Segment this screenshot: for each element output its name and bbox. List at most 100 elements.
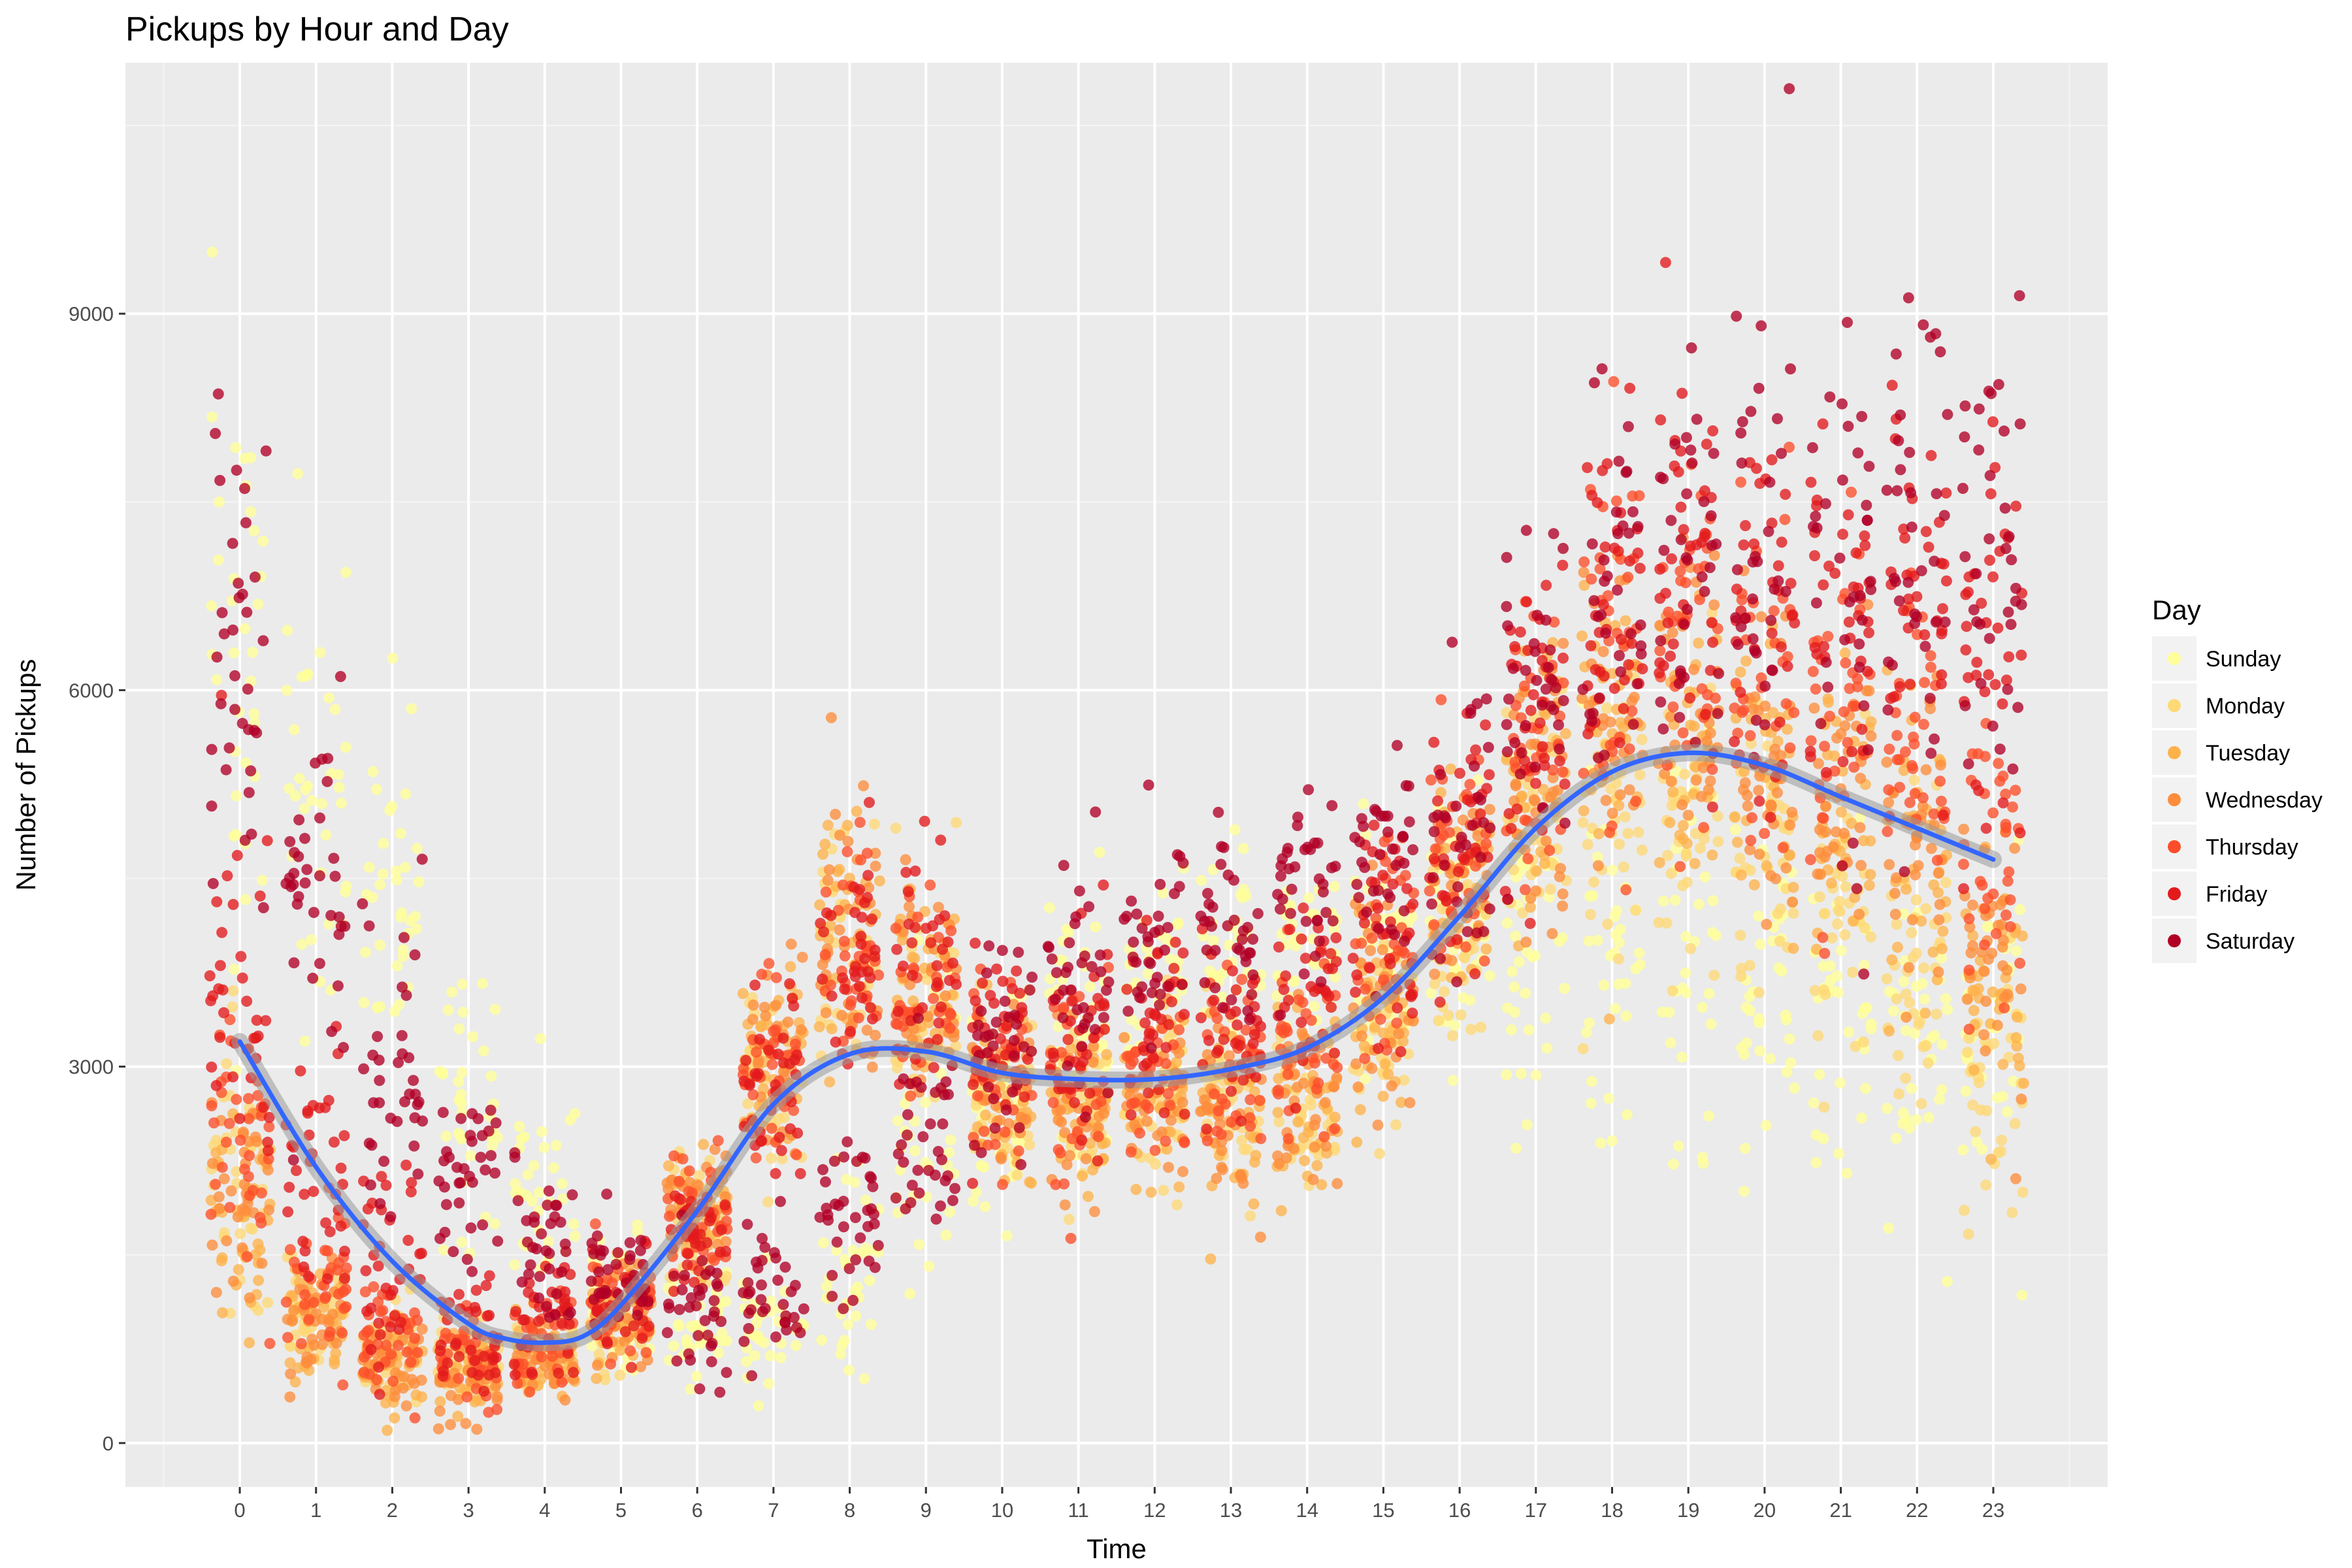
data-point bbox=[1846, 486, 1857, 498]
data-point bbox=[763, 1378, 775, 1390]
data-point bbox=[605, 1358, 617, 1370]
data-point bbox=[1280, 970, 1292, 982]
data-point bbox=[1457, 992, 1469, 1004]
data-point bbox=[691, 1371, 702, 1382]
data-point bbox=[1395, 1046, 1407, 1058]
data-point bbox=[1676, 1051, 1688, 1063]
data-point bbox=[206, 1100, 218, 1111]
data-point bbox=[662, 1160, 674, 1171]
data-point bbox=[1940, 993, 1952, 1005]
data-point bbox=[1230, 984, 1242, 996]
data-point bbox=[553, 1367, 564, 1379]
data-point bbox=[1600, 794, 1612, 806]
data-point bbox=[1928, 808, 1940, 820]
data-point bbox=[1832, 918, 1843, 930]
data-point bbox=[1736, 1042, 1748, 1054]
data-point bbox=[1654, 645, 1666, 657]
data-point bbox=[1556, 932, 1568, 943]
data-point bbox=[1834, 906, 1846, 917]
data-point bbox=[1513, 956, 1525, 968]
data-point bbox=[321, 1273, 333, 1284]
data-point bbox=[1527, 951, 1538, 962]
data-point bbox=[1011, 1169, 1023, 1181]
data-point bbox=[1462, 879, 1473, 890]
data-point bbox=[1958, 823, 1970, 835]
data-point bbox=[1788, 943, 1799, 954]
data-point bbox=[1742, 800, 1754, 812]
data-point bbox=[1451, 934, 1463, 945]
data-point bbox=[281, 685, 293, 696]
data-point bbox=[1910, 839, 1921, 851]
data-point bbox=[340, 742, 351, 753]
data-point bbox=[1425, 774, 1437, 786]
data-point bbox=[2009, 842, 2021, 854]
data-point bbox=[492, 1132, 504, 1143]
data-point bbox=[1429, 978, 1441, 990]
data-point bbox=[1141, 1058, 1152, 1070]
data-point bbox=[919, 1096, 931, 1108]
data-point bbox=[1884, 858, 1895, 870]
data-point bbox=[489, 1004, 501, 1015]
data-point bbox=[367, 766, 379, 777]
data-point bbox=[380, 1179, 392, 1191]
data-point bbox=[1676, 799, 1688, 811]
data-point bbox=[1443, 1009, 1454, 1021]
data-point bbox=[1053, 1114, 1064, 1126]
data-point bbox=[456, 1134, 468, 1145]
data-point bbox=[469, 1354, 481, 1366]
data-point bbox=[785, 938, 797, 950]
data-point bbox=[1465, 1024, 1477, 1036]
data-point bbox=[465, 1345, 477, 1356]
data-point bbox=[228, 964, 240, 975]
data-point bbox=[1754, 1045, 1766, 1057]
data-point bbox=[1911, 1114, 1923, 1126]
data-point bbox=[1088, 1040, 1100, 1052]
data-point bbox=[1682, 809, 1694, 821]
data-point bbox=[1788, 907, 1799, 919]
data-point bbox=[205, 1209, 217, 1220]
data-point bbox=[2000, 789, 2012, 800]
data-point bbox=[299, 1188, 310, 1200]
data-point bbox=[856, 992, 868, 1004]
data-point bbox=[1906, 927, 1918, 939]
data-point bbox=[1624, 784, 1635, 796]
data-point bbox=[669, 1190, 681, 1201]
data-point bbox=[296, 671, 308, 683]
data-point bbox=[1520, 936, 1532, 948]
data-point bbox=[1680, 577, 1691, 589]
data-point bbox=[1780, 862, 1792, 874]
data-point bbox=[934, 913, 945, 925]
data-point bbox=[1920, 764, 1932, 776]
data-point bbox=[456, 1098, 467, 1109]
data-point bbox=[1613, 800, 1625, 811]
data-point bbox=[1745, 834, 1757, 846]
data-point bbox=[1529, 795, 1541, 807]
data-point bbox=[359, 1286, 371, 1298]
data-point bbox=[1961, 1047, 1973, 1058]
data-point bbox=[544, 1368, 555, 1380]
data-point bbox=[1318, 1131, 1330, 1143]
data-point bbox=[668, 1340, 679, 1352]
data-point bbox=[392, 1339, 404, 1351]
data-point bbox=[1458, 951, 1469, 962]
data-point bbox=[1578, 566, 1590, 578]
data-point bbox=[970, 938, 981, 949]
data-point bbox=[1665, 1037, 1676, 1049]
data-point bbox=[1865, 931, 1876, 943]
data-point bbox=[546, 1350, 558, 1362]
data-point bbox=[377, 868, 389, 880]
data-point bbox=[843, 1364, 855, 1376]
data-point bbox=[943, 1147, 955, 1158]
data-point bbox=[1818, 1102, 1830, 1113]
data-point bbox=[1594, 563, 1606, 575]
data-point bbox=[1846, 817, 1857, 829]
data-point bbox=[400, 1159, 412, 1171]
data-point bbox=[862, 870, 874, 881]
data-point bbox=[932, 902, 944, 913]
data-point bbox=[1774, 750, 1786, 761]
data-point bbox=[1697, 1158, 1709, 1169]
data-point bbox=[543, 1235, 555, 1247]
data-point bbox=[1936, 1039, 1948, 1051]
data-point bbox=[241, 1250, 253, 1262]
data-point bbox=[1603, 1092, 1614, 1104]
